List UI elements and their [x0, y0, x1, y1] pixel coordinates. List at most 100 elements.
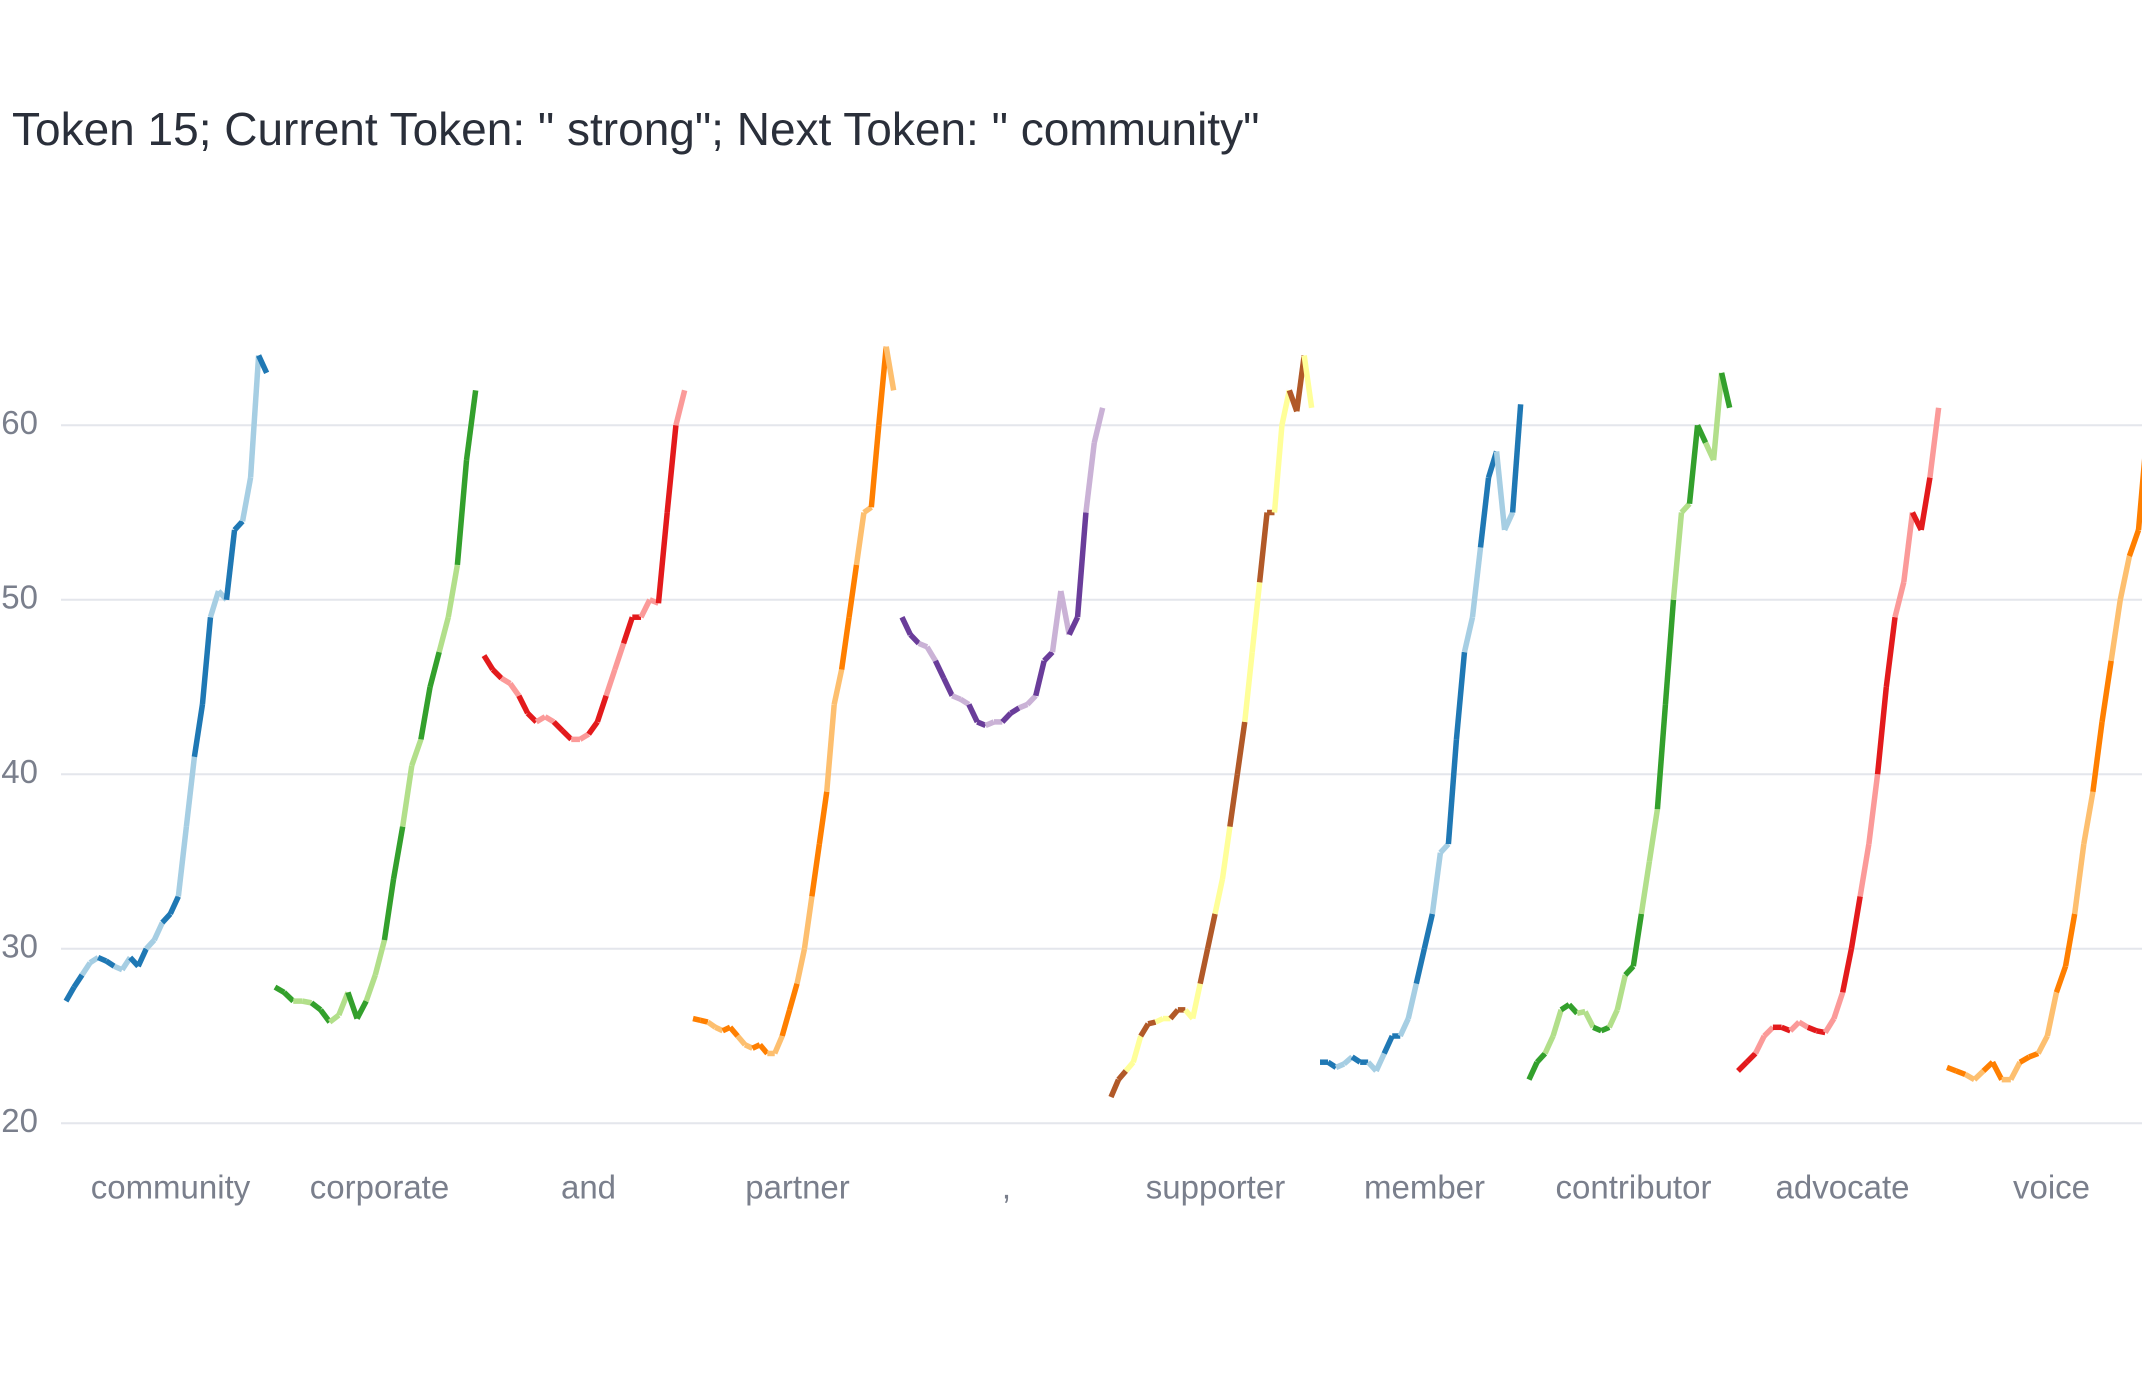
line-segment: [1883, 616, 1898, 688]
line-segment: [1990, 1060, 2005, 1081]
y-tick-label: 30: [1, 927, 38, 964]
line-segment: [445, 564, 461, 618]
line-segment: [1212, 878, 1226, 915]
line-segment: [282, 990, 296, 1004]
line-segment: [1381, 1034, 1395, 1055]
line-segment: [1822, 1017, 1837, 1034]
line-segment: [1219, 826, 1233, 880]
line-segment: [167, 895, 181, 916]
line-segment: [2117, 555, 2133, 601]
line-segment: [1780, 1024, 1792, 1034]
line-segment: [1892, 581, 1907, 618]
line-segment: [1686, 424, 1701, 505]
y-tick-label: 20: [1, 1102, 38, 1139]
line-segment: [1461, 616, 1476, 653]
line-segment: [1279, 389, 1293, 426]
line-segment: [309, 1000, 323, 1013]
line-segment: [1614, 974, 1628, 1011]
line-segment: [1567, 1002, 1580, 1016]
line-segment: [594, 694, 609, 723]
line-segment: [144, 938, 157, 951]
line-segment: [899, 616, 913, 636]
line-segment: [551, 719, 565, 733]
line-segment: [1049, 590, 1064, 653]
line-segment: [838, 616, 852, 670]
line-segment: [1736, 1060, 1749, 1073]
line-segment: [655, 512, 670, 604]
line-segment: [1542, 1034, 1556, 1055]
line-segment: [1646, 808, 1661, 862]
line-segment: [1559, 1002, 1571, 1013]
line-segment: [1946, 1064, 1958, 1074]
line-segment: [1638, 861, 1653, 915]
line-segment: [427, 651, 442, 688]
line-segment: [692, 1015, 702, 1023]
line-segment: [328, 1012, 341, 1025]
line-segment: [779, 1009, 793, 1037]
line-segment: [97, 954, 108, 964]
x-tick-label: voice: [2013, 1169, 2090, 1206]
line-segment: [135, 947, 149, 968]
line-segment: [1116, 1069, 1128, 1082]
line-segment: [976, 719, 987, 728]
line-segment: [1421, 913, 1436, 950]
line-segment: [1630, 913, 1645, 967]
line-segment: [1857, 843, 1872, 897]
line-segment: [1234, 721, 1248, 775]
x-tick-label: supporter: [1146, 1169, 1285, 1206]
line-segment: [1000, 711, 1013, 724]
line-segment: [1600, 1024, 1611, 1034]
line-segment: [1197, 948, 1211, 985]
line-segment: [1154, 1016, 1165, 1025]
line-segment: [868, 425, 882, 508]
line-segment: [1130, 1035, 1144, 1063]
line-segment: [959, 696, 971, 707]
line-segment: [2053, 965, 2069, 994]
line-segment: [1429, 852, 1444, 915]
line-segment: [1918, 477, 1933, 531]
line-segment: [932, 659, 947, 680]
line-segment: [1718, 372, 1733, 409]
line-segment: [191, 704, 206, 758]
line-segment: [1025, 693, 1038, 707]
line-segment: [1074, 512, 1089, 618]
line-segment: [1326, 1059, 1338, 1070]
line-segment: [1815, 1028, 1826, 1036]
line-segment: [809, 843, 823, 897]
line-segment: [831, 668, 845, 706]
line-segment: [1576, 1008, 1586, 1017]
line-segment: [454, 459, 470, 566]
line-segment: [516, 694, 531, 715]
line-segment: [714, 1024, 724, 1034]
line-segment: [1301, 355, 1315, 409]
line-segment: [1083, 442, 1098, 513]
line-segment: [1108, 1078, 1121, 1099]
line-segment: [113, 963, 124, 973]
line-segment: [1788, 1020, 1802, 1033]
line-segment: [2035, 1034, 2050, 1055]
line-segment: [1397, 1017, 1411, 1038]
line-segment: [603, 668, 618, 697]
line-segment: [490, 667, 504, 681]
line-segment: [924, 645, 938, 663]
line-segment: [79, 961, 93, 977]
line-segment: [560, 728, 574, 742]
x-tick-label: corporate: [310, 1169, 449, 1206]
line-segment: [908, 632, 921, 646]
line-segment: [1017, 701, 1029, 711]
line-segment: [1033, 660, 1047, 697]
line-segment: [1405, 983, 1419, 1020]
line-segment: [175, 826, 190, 897]
line-segment: [1493, 451, 1508, 531]
line-segment: [2108, 599, 2123, 662]
line-segment: [706, 1019, 717, 1030]
line-segment: [794, 948, 808, 985]
line-segment: [2071, 843, 2087, 915]
line-segment: [1752, 1034, 1767, 1055]
line-segment: [1271, 425, 1285, 513]
line-segment: [1123, 1060, 1136, 1073]
line-segment: [1469, 547, 1484, 618]
line-segment: [786, 982, 800, 1011]
line-segment: [673, 389, 688, 426]
